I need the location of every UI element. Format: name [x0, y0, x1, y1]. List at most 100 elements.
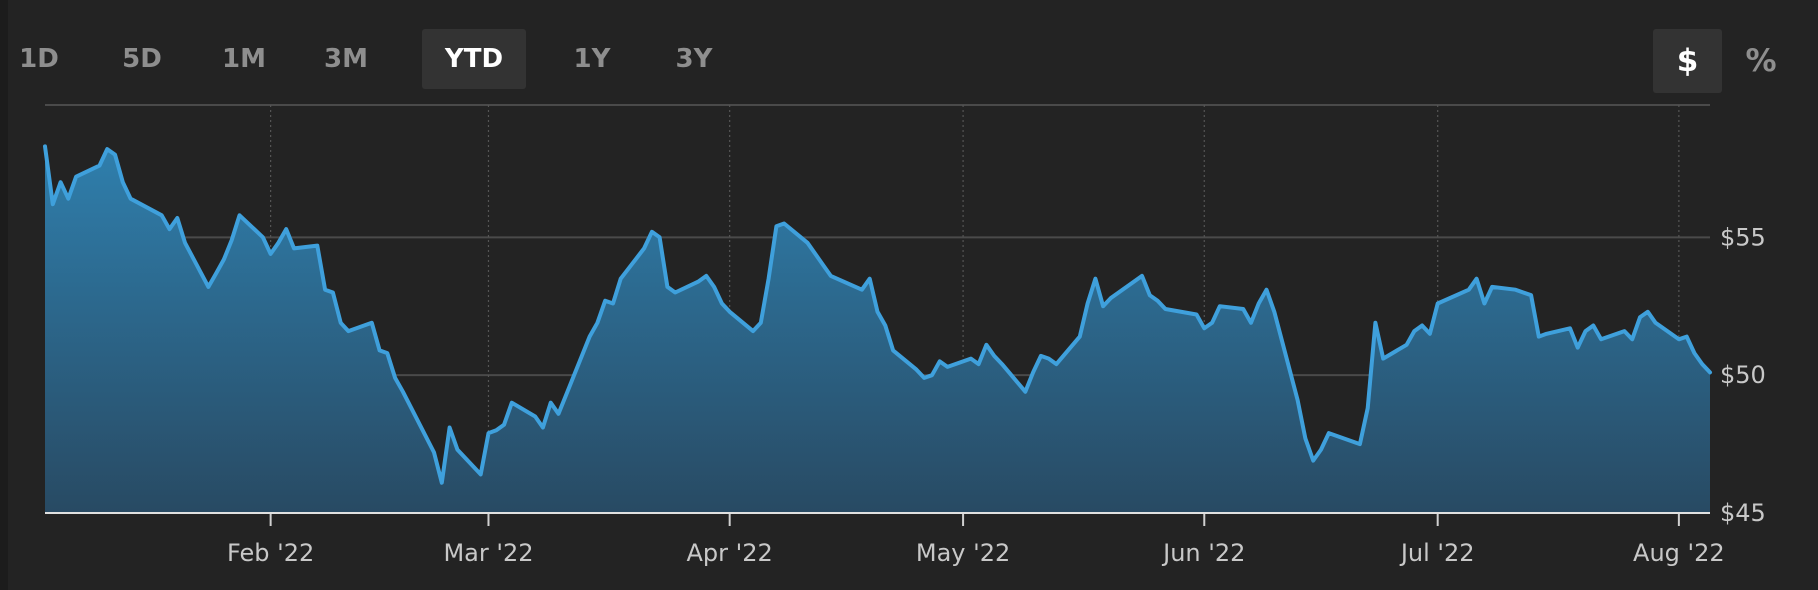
- price-data-point: [441, 482, 443, 484]
- price-data-point: [293, 247, 295, 249]
- x-tick-label: Jun '22: [1161, 539, 1245, 567]
- price-data-point: [184, 242, 186, 244]
- price-data-point: [939, 360, 941, 362]
- price-data-point: [1382, 358, 1384, 360]
- price-data-point: [1421, 324, 1423, 327]
- price-data-point: [495, 429, 497, 431]
- price-data-point: [1094, 278, 1096, 280]
- price-data-point: [371, 322, 373, 324]
- price-data-point: [1211, 322, 1213, 324]
- price-data-point: [783, 222, 785, 225]
- price-data-point: [705, 275, 707, 277]
- price-data-point: [674, 291, 676, 294]
- price-data-point: [262, 236, 264, 238]
- chart-panel: 1D 5D 1M 3M YTD 1Y 3Y $ % $45 $50 $55 Feb '…: [8, 0, 1818, 590]
- price-data-point: [176, 217, 178, 219]
- price-data-point: [347, 330, 349, 332]
- price-data-point: [433, 451, 435, 453]
- y-tick-label: $50: [1720, 361, 1766, 389]
- price-data-point: [1359, 443, 1361, 445]
- price-data-point: [768, 278, 770, 280]
- price-area-fill: [45, 146, 1710, 513]
- price-data-point: [161, 214, 163, 216]
- price-data-point: [643, 247, 645, 249]
- price-data-point: [1001, 363, 1003, 365]
- price-data-point: [1623, 330, 1625, 332]
- price-data-point: [379, 349, 381, 351]
- x-tick-label: Jul '22: [1399, 539, 1475, 567]
- price-data-point: [1297, 399, 1299, 401]
- price-data-point: [923, 377, 925, 379]
- price-data-point: [1538, 336, 1540, 338]
- price-data-point: [1258, 302, 1260, 305]
- price-data-point: [1709, 371, 1711, 373]
- range-button-3y[interactable]: 3Y: [675, 44, 713, 74]
- price-data-point: [168, 228, 171, 230]
- range-button-5d[interactable]: 5D: [122, 44, 162, 74]
- price-data-point: [806, 242, 809, 244]
- price-data-point: [869, 278, 871, 280]
- price-data-point: [946, 366, 949, 368]
- price-data-point: [775, 225, 778, 227]
- price-data-point: [970, 358, 972, 360]
- price-data-point: [285, 228, 287, 230]
- price-data-point: [1522, 291, 1524, 294]
- price-data-point: [534, 415, 536, 418]
- price-data-point: [106, 148, 108, 150]
- price-data-point: [1600, 338, 1602, 340]
- price-data-point: [1654, 322, 1657, 324]
- price-data-point: [332, 291, 334, 294]
- dollar-toggle-button[interactable]: $: [1653, 29, 1722, 93]
- price-data-point: [277, 242, 279, 244]
- range-button-1d[interactable]: 1D: [19, 44, 59, 74]
- price-data-point: [1157, 300, 1159, 302]
- price-data-point: [1032, 371, 1034, 373]
- range-button-3m[interactable]: 3M: [324, 44, 368, 74]
- price-data-point: [270, 253, 272, 255]
- price-data-point: [1546, 333, 1548, 335]
- price-data-point: [316, 245, 318, 247]
- price-data-point: [511, 402, 513, 404]
- price-data-point: [67, 198, 69, 200]
- price-data-point: [1110, 297, 1112, 299]
- range-button-1y[interactable]: 1Y: [573, 44, 611, 74]
- range-button-1m[interactable]: 1M: [222, 44, 266, 74]
- price-data-point: [1437, 302, 1439, 305]
- price-data-point: [1693, 352, 1695, 354]
- percent-toggle-button[interactable]: %: [1745, 43, 1777, 79]
- range-button-ytd[interactable]: YTD: [422, 29, 526, 89]
- price-data-point: [604, 300, 606, 302]
- price-data-point: [1413, 330, 1415, 332]
- price-data-point: [449, 426, 451, 429]
- price-data-point: [557, 413, 560, 415]
- price-data-point: [1686, 336, 1688, 338]
- price-data-point: [1102, 305, 1104, 307]
- price-data-point: [1079, 336, 1081, 338]
- price-data-point: [892, 349, 894, 351]
- price-data-point: [1406, 344, 1408, 346]
- price-data-point: [207, 286, 209, 288]
- price-data-point: [1040, 355, 1042, 357]
- price-data-point: [1149, 294, 1151, 296]
- price-data-point: [1304, 438, 1306, 440]
- price-data-point: [915, 369, 918, 371]
- price-data-point: [651, 231, 653, 233]
- price-data-point: [386, 352, 388, 354]
- price-data-point: [721, 302, 723, 305]
- price-data-point: [1514, 289, 1517, 291]
- x-tick-label: May '22: [916, 539, 1010, 567]
- price-data-point: [1055, 363, 1057, 365]
- price-data-point: [589, 336, 591, 338]
- price-data-point: [1678, 338, 1680, 340]
- price-data-point: [1164, 308, 1166, 310]
- price-data-point: [931, 374, 933, 376]
- price-data-point: [830, 275, 832, 277]
- price-data-point: [1569, 327, 1571, 329]
- price-data-point: [1203, 327, 1205, 329]
- price-data-point: [340, 322, 342, 324]
- price-data-point: [542, 426, 544, 429]
- price-data-point: [1273, 311, 1275, 313]
- price-data-point: [666, 286, 669, 288]
- price-data-point: [1367, 407, 1369, 409]
- price-data-point: [503, 424, 505, 426]
